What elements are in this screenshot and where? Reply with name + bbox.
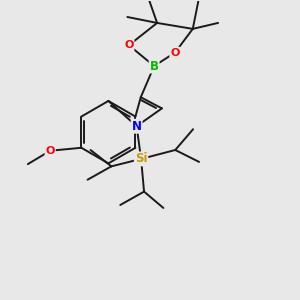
Text: N: N [132, 120, 142, 133]
Text: O: O [124, 40, 134, 50]
Text: O: O [170, 48, 180, 58]
Text: O: O [46, 146, 55, 156]
Text: Si: Si [135, 152, 147, 165]
Text: B: B [150, 59, 159, 73]
